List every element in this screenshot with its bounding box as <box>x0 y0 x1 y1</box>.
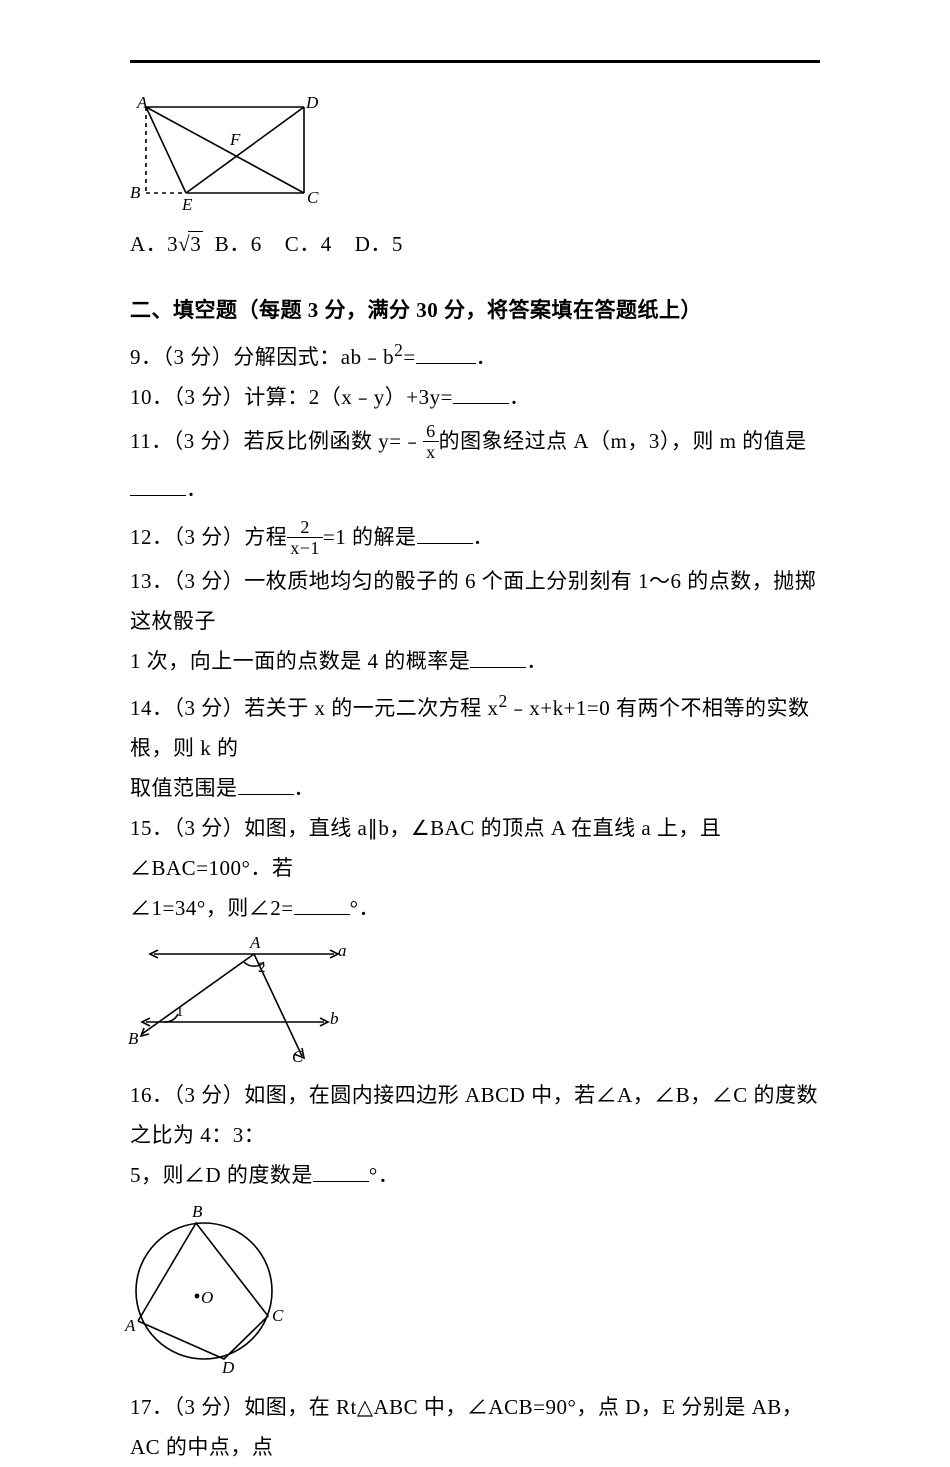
figure-rectangle: A D B C E F <box>124 95 820 218</box>
q14-l1a: 14．（3 分）若关于 x 的一元二次方程 x <box>130 696 499 720</box>
q14-l2: 取值范围是 ． <box>130 768 820 808</box>
q12-prefix: 12．（3 分）方程 <box>130 525 287 549</box>
q10-prefix: 10．（3 分）计算：2（x﹣y）+3y= <box>130 385 453 409</box>
rect-svg: A D B C E F <box>124 95 319 213</box>
q15-l2: ∠1=34°，则∠2= °． <box>130 888 820 928</box>
lbl-B: B <box>130 183 141 202</box>
q16-O: O <box>201 1288 213 1307</box>
q10-blank <box>453 385 509 404</box>
q14-blank <box>238 776 294 795</box>
page: A D B C E F A．3√3 B．6 C．4 D．5 二、填空题（每题 3… <box>0 0 950 1344</box>
section-header: 二、填空题（每题 3 分，满分 30 分，将答案填在答题纸上） <box>130 290 820 330</box>
opt-A: A． <box>130 232 167 256</box>
lbl-E: E <box>181 195 193 213</box>
figure-cyclic-quad: A B C D O <box>124 1201 820 1381</box>
q17-l1: 17．（3 分）如图，在 Rt△ABC 中，∠ACB=90°，点 D，E 分别是… <box>130 1387 820 1467</box>
q15-l1: 15．（3 分）如图，直线 a∥b，∠BAC 的顶点 A 在直线 a 上，且∠B… <box>130 808 820 888</box>
q15-2: 2 <box>258 960 266 976</box>
q16-l2: 5，则∠D 的度数是 °． <box>130 1155 820 1195</box>
opt-A-prefix: 3 <box>167 232 178 256</box>
q11-num: 6 <box>423 422 439 442</box>
q11-suffix: ． <box>186 477 208 501</box>
q9-prefix: 9．（3 分）分解因式：ab﹣b <box>130 345 394 369</box>
q15-l2b: °． <box>350 896 380 920</box>
q12-blank <box>417 525 473 544</box>
opt-C: C． <box>285 232 321 256</box>
q9-sup: 2 <box>394 340 403 360</box>
q15-A: A <box>249 934 261 952</box>
q12: 12．（3 分）方程2x−1=1 的解是 ． <box>130 513 820 561</box>
q9: 9．（3 分）分解因式：ab﹣b2= ． <box>130 330 820 377</box>
q12-mid: =1 的解是 <box>323 525 417 549</box>
sqrt-radicand: 3 <box>188 231 203 256</box>
q11-blank <box>130 477 186 496</box>
q10-suffix: ． <box>509 385 531 409</box>
q15-a: a <box>338 941 347 960</box>
q15-l2a: ∠1=34°，则∠2= <box>130 896 294 920</box>
q16-l2a: 5，则∠D 的度数是 <box>130 1163 313 1187</box>
q13-l2-text: 1 次，向上一面的点数是 4 的概率是 <box>130 649 470 673</box>
sqrt-3: √3 <box>178 224 203 264</box>
q13-blank <box>470 649 526 668</box>
q15-svg: A B C a b 1 2 <box>124 934 354 1064</box>
q14-suffix: ． <box>294 776 316 800</box>
q13-l2: 1 次，向上一面的点数是 4 的概率是 ． <box>130 641 820 681</box>
opt-D: D． <box>355 232 392 256</box>
q16-C: C <box>272 1306 284 1325</box>
options-line: A．3√3 B．6 C．4 D．5 <box>130 224 820 264</box>
q15-b: b <box>330 1009 339 1028</box>
q9-suffix: ． <box>476 345 498 369</box>
lbl-A: A <box>136 95 148 112</box>
q9-blank <box>416 345 476 364</box>
gap <box>130 264 820 290</box>
q10: 10．（3 分）计算：2（x﹣y）+3y= ． <box>130 377 820 417</box>
top-rule <box>130 60 820 63</box>
q12-frac: 2x−1 <box>287 518 323 557</box>
opt-B-val: 6 <box>251 232 262 256</box>
q14-sup: 2 <box>499 691 508 711</box>
q16-l1: 16．（3 分）如图，在圆内接四边形 ABCD 中，若∠A，∠B，∠C 的度数之… <box>130 1075 820 1155</box>
lbl-D: D <box>305 95 319 112</box>
q11-frac: 6x <box>423 422 439 461</box>
figure-parallel-lines: A B C a b 1 2 <box>124 934 820 1069</box>
q11-den: x <box>423 442 439 461</box>
q16-svg: A B C D O <box>124 1201 289 1376</box>
opt-D-val: 5 <box>392 232 403 256</box>
q16-D: D <box>221 1358 235 1376</box>
q15-B: B <box>128 1029 139 1048</box>
q13-suffix: ． <box>526 649 548 673</box>
q16-l2b: °． <box>369 1163 399 1187</box>
opt-C-val: 4 <box>321 232 332 256</box>
q12-num: 2 <box>287 518 323 538</box>
q15-C: C <box>292 1047 304 1064</box>
lbl-C: C <box>307 188 319 207</box>
lbl-F: F <box>229 130 241 149</box>
q14-l2-text: 取值范围是 <box>130 776 238 800</box>
q11-prefix: 11．（3 分）若反比例函数 y=﹣ <box>130 429 423 453</box>
q13-l1: 13．（3 分）一枚质地均匀的骰子的 6 个面上分别刻有 1〜6 的点数，抛掷这… <box>130 561 820 641</box>
q9-mid: = <box>403 345 415 369</box>
q12-suffix: ． <box>473 525 495 549</box>
opt-B: B． <box>215 232 251 256</box>
q11-mid: 的图象经过点 A（m，3），则 m 的值是 <box>439 429 807 453</box>
q16-blank <box>313 1163 369 1182</box>
q12-den: x−1 <box>287 538 323 557</box>
q16-A: A <box>124 1316 136 1335</box>
q14-l1: 14．（3 分）若关于 x 的一元二次方程 x2﹣x+k+1=0 有两个不相等的… <box>130 681 820 768</box>
q16-B: B <box>192 1202 203 1221</box>
q15-1: 1 <box>176 1004 184 1020</box>
q11: 11．（3 分）若反比例函数 y=﹣6x的图象经过点 A（m，3），则 m 的值… <box>130 417 820 513</box>
q15-blank <box>294 896 350 915</box>
